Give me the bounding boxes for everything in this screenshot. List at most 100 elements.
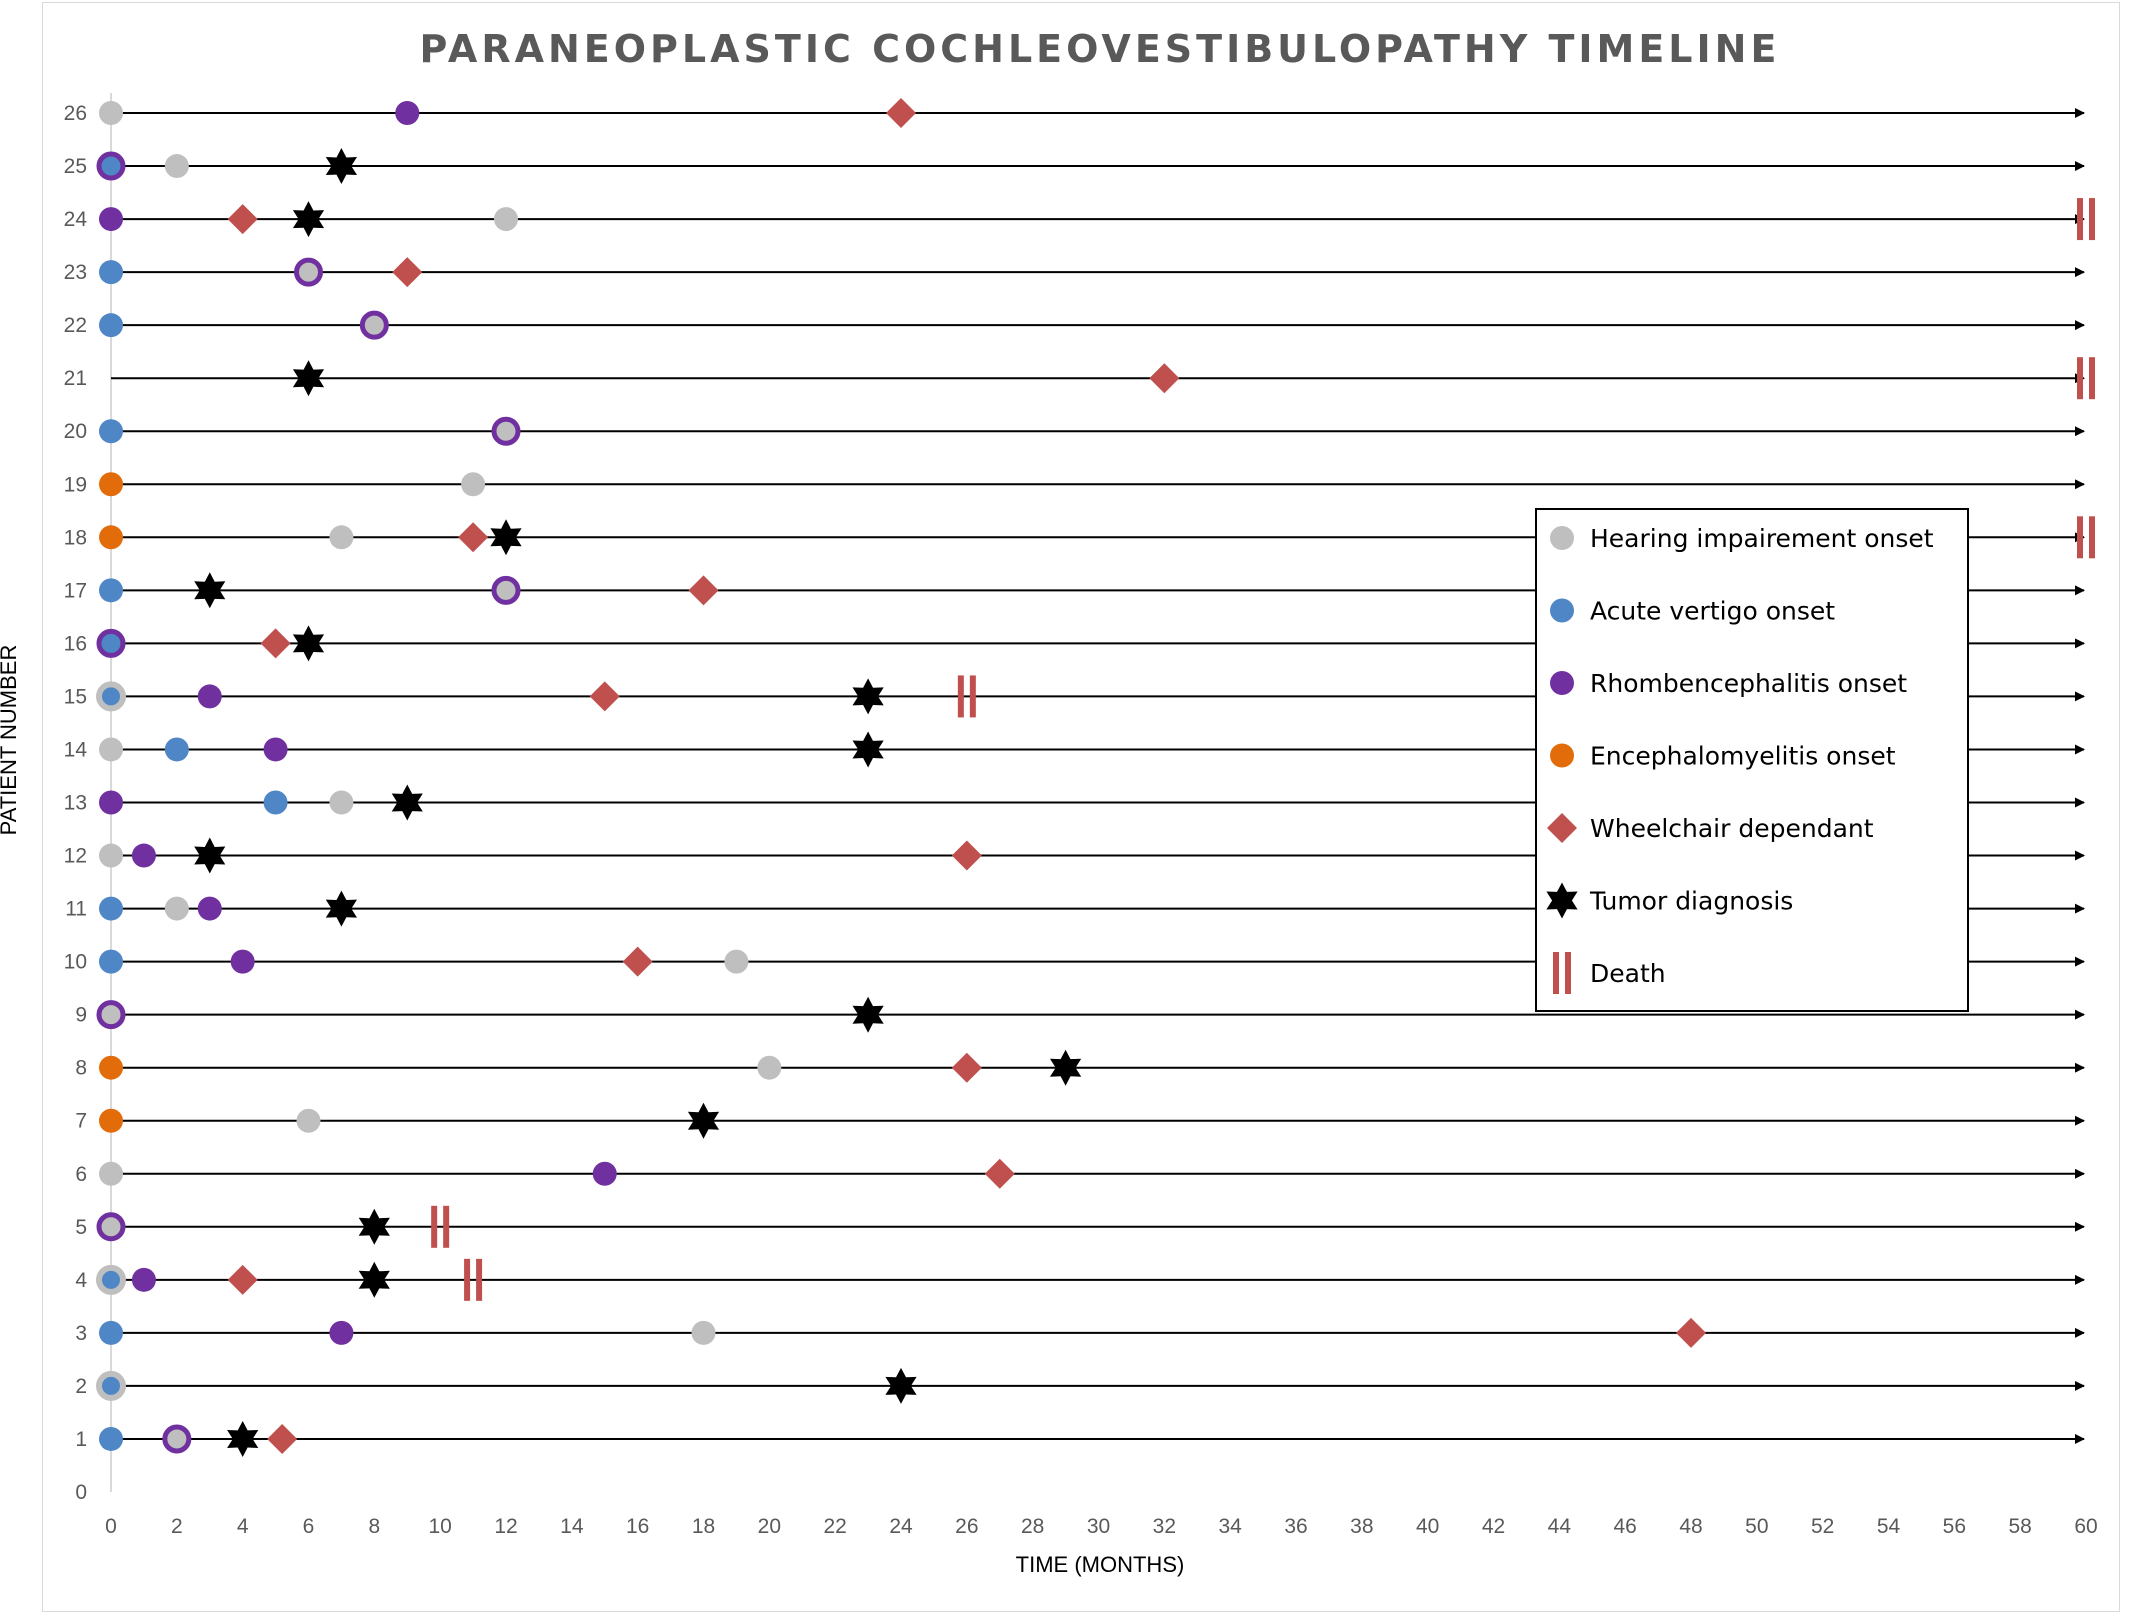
vertigo-onset-marker — [164, 737, 189, 762]
tumor-diagnosis-marker — [194, 572, 226, 609]
x-tick-label: 60 — [2074, 1515, 2097, 1538]
legend-marker-enceph — [1550, 743, 1574, 768]
hearing-onset-marker — [164, 154, 189, 179]
y-tick-label: 18 — [64, 526, 87, 549]
x-tick-label: 48 — [1679, 1515, 1702, 1538]
x-tick-label: 50 — [1745, 1515, 1768, 1538]
death-bar — [2089, 357, 2095, 400]
vertigo-onset-marker — [99, 1426, 123, 1451]
rhombencephalitis-onset-marker — [197, 684, 222, 709]
wheelchair-marker — [951, 1052, 982, 1083]
rhombencephalitis-vertigo-marker — [96, 151, 126, 181]
tumor-diagnosis-marker — [292, 201, 325, 238]
rhombencephalitis-onset-marker — [329, 1320, 354, 1345]
death-bar — [1553, 952, 1559, 994]
x-tick-label: 46 — [1613, 1515, 1636, 1538]
death-bar — [957, 675, 964, 718]
legend-marker-vertigo — [1550, 598, 1574, 623]
x-tick-label: 26 — [955, 1515, 978, 1538]
tumor-diagnosis-marker — [852, 678, 884, 715]
wheelchair-marker — [267, 1423, 298, 1454]
rhombencephalitis-onset-marker — [263, 737, 288, 762]
death-bar — [2089, 198, 2095, 241]
vertigo-onset-marker — [99, 1320, 123, 1345]
x-tick-label: 42 — [1482, 1515, 1505, 1538]
death-bar — [2077, 516, 2083, 559]
vertigo-onset-marker — [99, 419, 123, 444]
vertigo-onset-marker — [99, 313, 123, 338]
y-tick-label: 17 — [64, 579, 87, 602]
tumor-diagnosis-marker — [852, 996, 884, 1033]
hearing-onset-marker — [757, 1055, 782, 1080]
hearing-onset-marker — [99, 101, 123, 125]
x-tick-label: 52 — [1811, 1515, 1834, 1538]
death-bar — [969, 675, 976, 718]
death-marker — [2077, 198, 2095, 241]
legend-label-tumor: Tumor diagnosis — [1589, 887, 1793, 916]
hearing-onset-marker — [329, 790, 354, 815]
y-tick-label: 3 — [75, 1322, 87, 1345]
wheelchair-marker — [392, 257, 423, 288]
tumor-diagnosis-marker — [358, 1208, 390, 1245]
y-tick-label: 0 — [75, 1481, 87, 1504]
legend-label-rhomb: Rhombencephalitis onset — [1590, 669, 1907, 698]
wheelchair-marker — [227, 1264, 258, 1295]
hearing-onset-marker — [329, 525, 354, 550]
death-marker — [431, 1205, 450, 1248]
x-tick-label: 56 — [1943, 1515, 1966, 1538]
wheelchair-marker — [622, 946, 653, 977]
x-tick-label: 22 — [823, 1515, 846, 1538]
y-tick-label: 7 — [75, 1110, 87, 1133]
x-tick-label: 0 — [105, 1515, 117, 1538]
wheelchair-marker — [458, 522, 489, 553]
rhombencephalitis-onset-marker — [131, 1267, 156, 1292]
wheelchair-marker — [688, 575, 719, 606]
y-tick-label: 16 — [64, 632, 87, 655]
rhombencephalitis-onset-marker — [99, 790, 123, 815]
x-tick-label: 58 — [2008, 1515, 2031, 1538]
death-bar — [431, 1205, 438, 1248]
x-tick-label: 32 — [1153, 1515, 1176, 1538]
hearing-onset-marker — [99, 737, 123, 762]
tumor-diagnosis-marker — [325, 148, 357, 184]
vertigo-onset-marker — [99, 578, 123, 603]
x-tick-label: 36 — [1284, 1515, 1307, 1538]
x-tick-label: 6 — [303, 1515, 315, 1538]
death-bar — [464, 1258, 471, 1301]
rhombencephalitis-onset-marker — [592, 1161, 617, 1186]
hearing-onset-marker — [164, 896, 189, 921]
y-tick-label: 12 — [64, 845, 87, 868]
hearing-vertigo-marker — [96, 1264, 126, 1295]
death-bar — [2077, 357, 2083, 400]
y-tick-label: 10 — [64, 951, 87, 974]
legend-marker-rhomb — [1550, 671, 1574, 695]
death-marker — [957, 675, 976, 718]
hearing-onset-marker — [724, 949, 749, 974]
legend-marker-tumor — [1546, 882, 1578, 919]
y-tick-label: 25 — [64, 155, 87, 178]
death-marker — [464, 1258, 483, 1301]
rhombencephalitis-onset-marker — [230, 949, 255, 974]
y-tick-label: 6 — [75, 1163, 87, 1186]
tumor-diagnosis-marker — [358, 1261, 390, 1298]
legend-label-hearing: Hearing impairement onset — [1590, 524, 1934, 553]
y-tick-label: 4 — [75, 1269, 87, 1292]
rhombencephalitis-onset-marker — [197, 896, 222, 921]
y-tick-label: 13 — [64, 792, 87, 815]
death-bar — [2077, 198, 2083, 241]
tumor-diagnosis-marker — [885, 1367, 917, 1404]
hearing-onset-marker — [99, 1161, 123, 1186]
x-tick-label: 4 — [237, 1515, 249, 1538]
encephalomyelitis-onset-marker — [99, 472, 123, 497]
y-tick-label: 20 — [64, 420, 87, 443]
x-tick-label: 20 — [758, 1515, 781, 1538]
legend-marker-wheelchair — [1547, 813, 1577, 843]
rhombencephalitis-onset-marker — [131, 843, 156, 868]
wheelchair-marker — [227, 204, 258, 235]
x-tick-label: 18 — [692, 1515, 715, 1538]
x-tick-label: 24 — [889, 1515, 913, 1538]
rhombencephalitis-hearing-marker — [491, 416, 521, 446]
y-tick-label: 22 — [64, 314, 87, 337]
tumor-diagnosis-marker — [292, 625, 325, 662]
